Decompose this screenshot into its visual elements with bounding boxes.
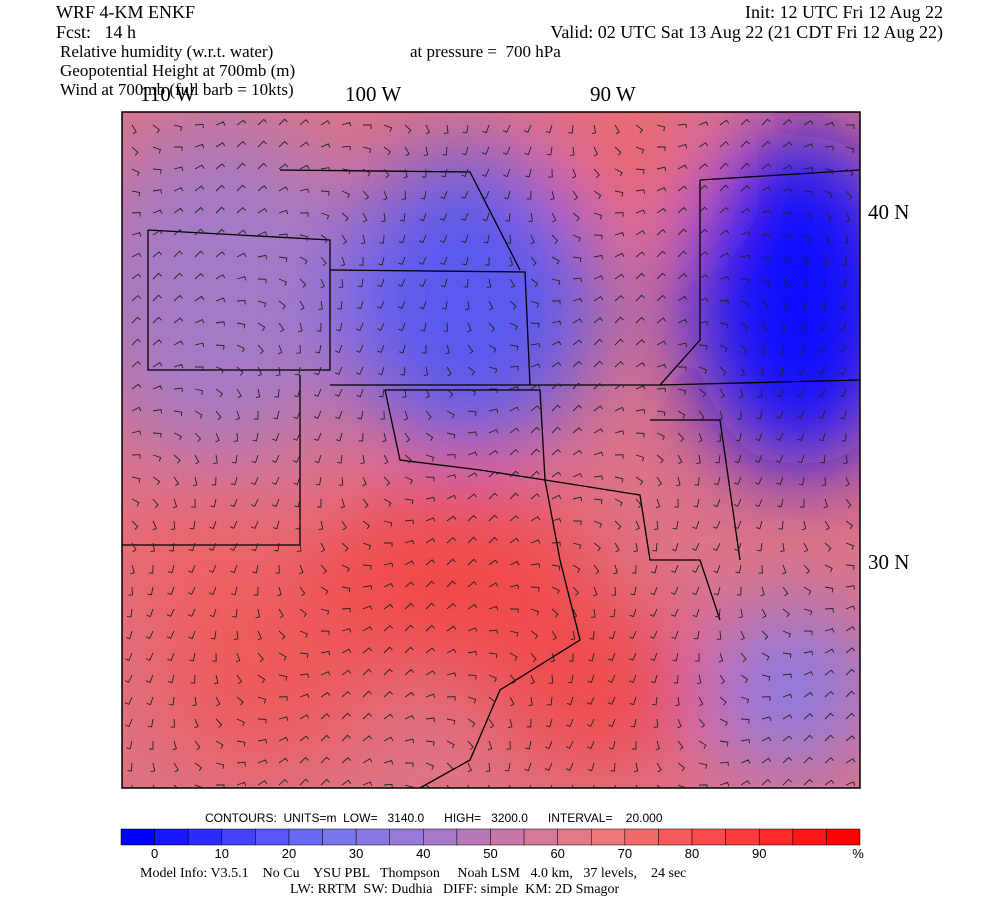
model-info: Model Info: V3.5.1 No Cu YSU PBL Thompso…: [140, 866, 686, 881]
colorbar: 0 10 20 30 40 50 60 70 80 90%: [120, 828, 864, 861]
colorbar-swatch: [322, 828, 357, 846]
colorbar-swatch: [725, 828, 760, 846]
colorbar-label: 20: [282, 846, 296, 861]
colorbar-label: 90: [752, 846, 766, 861]
colorbar-swatch: [288, 828, 323, 846]
humidity-shading: [122, 112, 860, 770]
colorbar-label: 30: [349, 846, 363, 861]
map-field: [122, 112, 860, 788]
field-label: Relative humidity (w.r.t. water): [60, 42, 273, 61]
colorbar-label: 70: [618, 846, 632, 861]
colorbar-label: 80: [685, 846, 699, 861]
colorbar-swatch: [658, 828, 693, 846]
pressure-level: at pressure = 700 hPa: [410, 42, 561, 61]
colorbar-swatch: [255, 828, 290, 846]
colorbar-swatch: [591, 828, 626, 846]
longitude-label: 110 W: [140, 82, 196, 106]
colorbar-swatch: [456, 828, 491, 846]
colorbar-label: 10: [215, 846, 229, 861]
colorbar-swatch: [355, 828, 390, 846]
colorbar-swatch: [187, 828, 223, 846]
colorbar-label: 60: [550, 846, 564, 861]
colorbar-label: 40: [416, 846, 430, 861]
colorbar-swatch: [792, 828, 827, 846]
colorbar-swatch: [221, 828, 256, 846]
map-frame: [121, 111, 861, 789]
colorbar-swatch: [826, 828, 861, 846]
colorbar-label: 50: [483, 846, 497, 861]
colorbar-swatch: [154, 828, 189, 846]
colorbar-swatch: [758, 828, 794, 846]
latitude-label: 40 N: [868, 200, 909, 224]
field-label: Geopotential Height at 700mb (m): [60, 61, 295, 80]
field-label: Wind at 700mb (full barb = 10kts): [60, 80, 294, 99]
colorbar-swatch: [389, 828, 424, 846]
colorbar-label: 0: [151, 846, 158, 861]
colorbar-swatch: [557, 828, 592, 846]
colorbar-swatch: [523, 828, 558, 846]
colorbar-swatch: [423, 828, 458, 846]
model-physics: LW: RRTM SW: Dudhia DIFF: simple KM: 2D …: [290, 882, 620, 897]
longitude-label: 100 W: [345, 82, 401, 106]
latitude-label: 30 N: [868, 550, 909, 574]
model-name: WRF 4-KM ENKF: [56, 2, 195, 22]
colorbar-swatch: [691, 828, 726, 846]
forecast-hour: Fcst: 14 h: [56, 22, 136, 42]
init-time: Init: 12 UTC Fri 12 Aug 22: [745, 2, 943, 22]
wind-barbs: [124, 118, 856, 788]
colorbar-swatch: [490, 828, 525, 846]
colorbar-unit: %: [852, 846, 864, 861]
valid-time: Valid: 02 UTC Sat 13 Aug 22 (21 CDT Fri …: [550, 22, 943, 43]
longitude-label: 90 W: [590, 82, 636, 106]
colorbar-swatch: [624, 828, 659, 846]
colorbar-swatch: [120, 828, 155, 846]
contour-info: CONTOURS: UNITS=m LOW= 3140.0 HIGH= 3200…: [205, 811, 663, 825]
